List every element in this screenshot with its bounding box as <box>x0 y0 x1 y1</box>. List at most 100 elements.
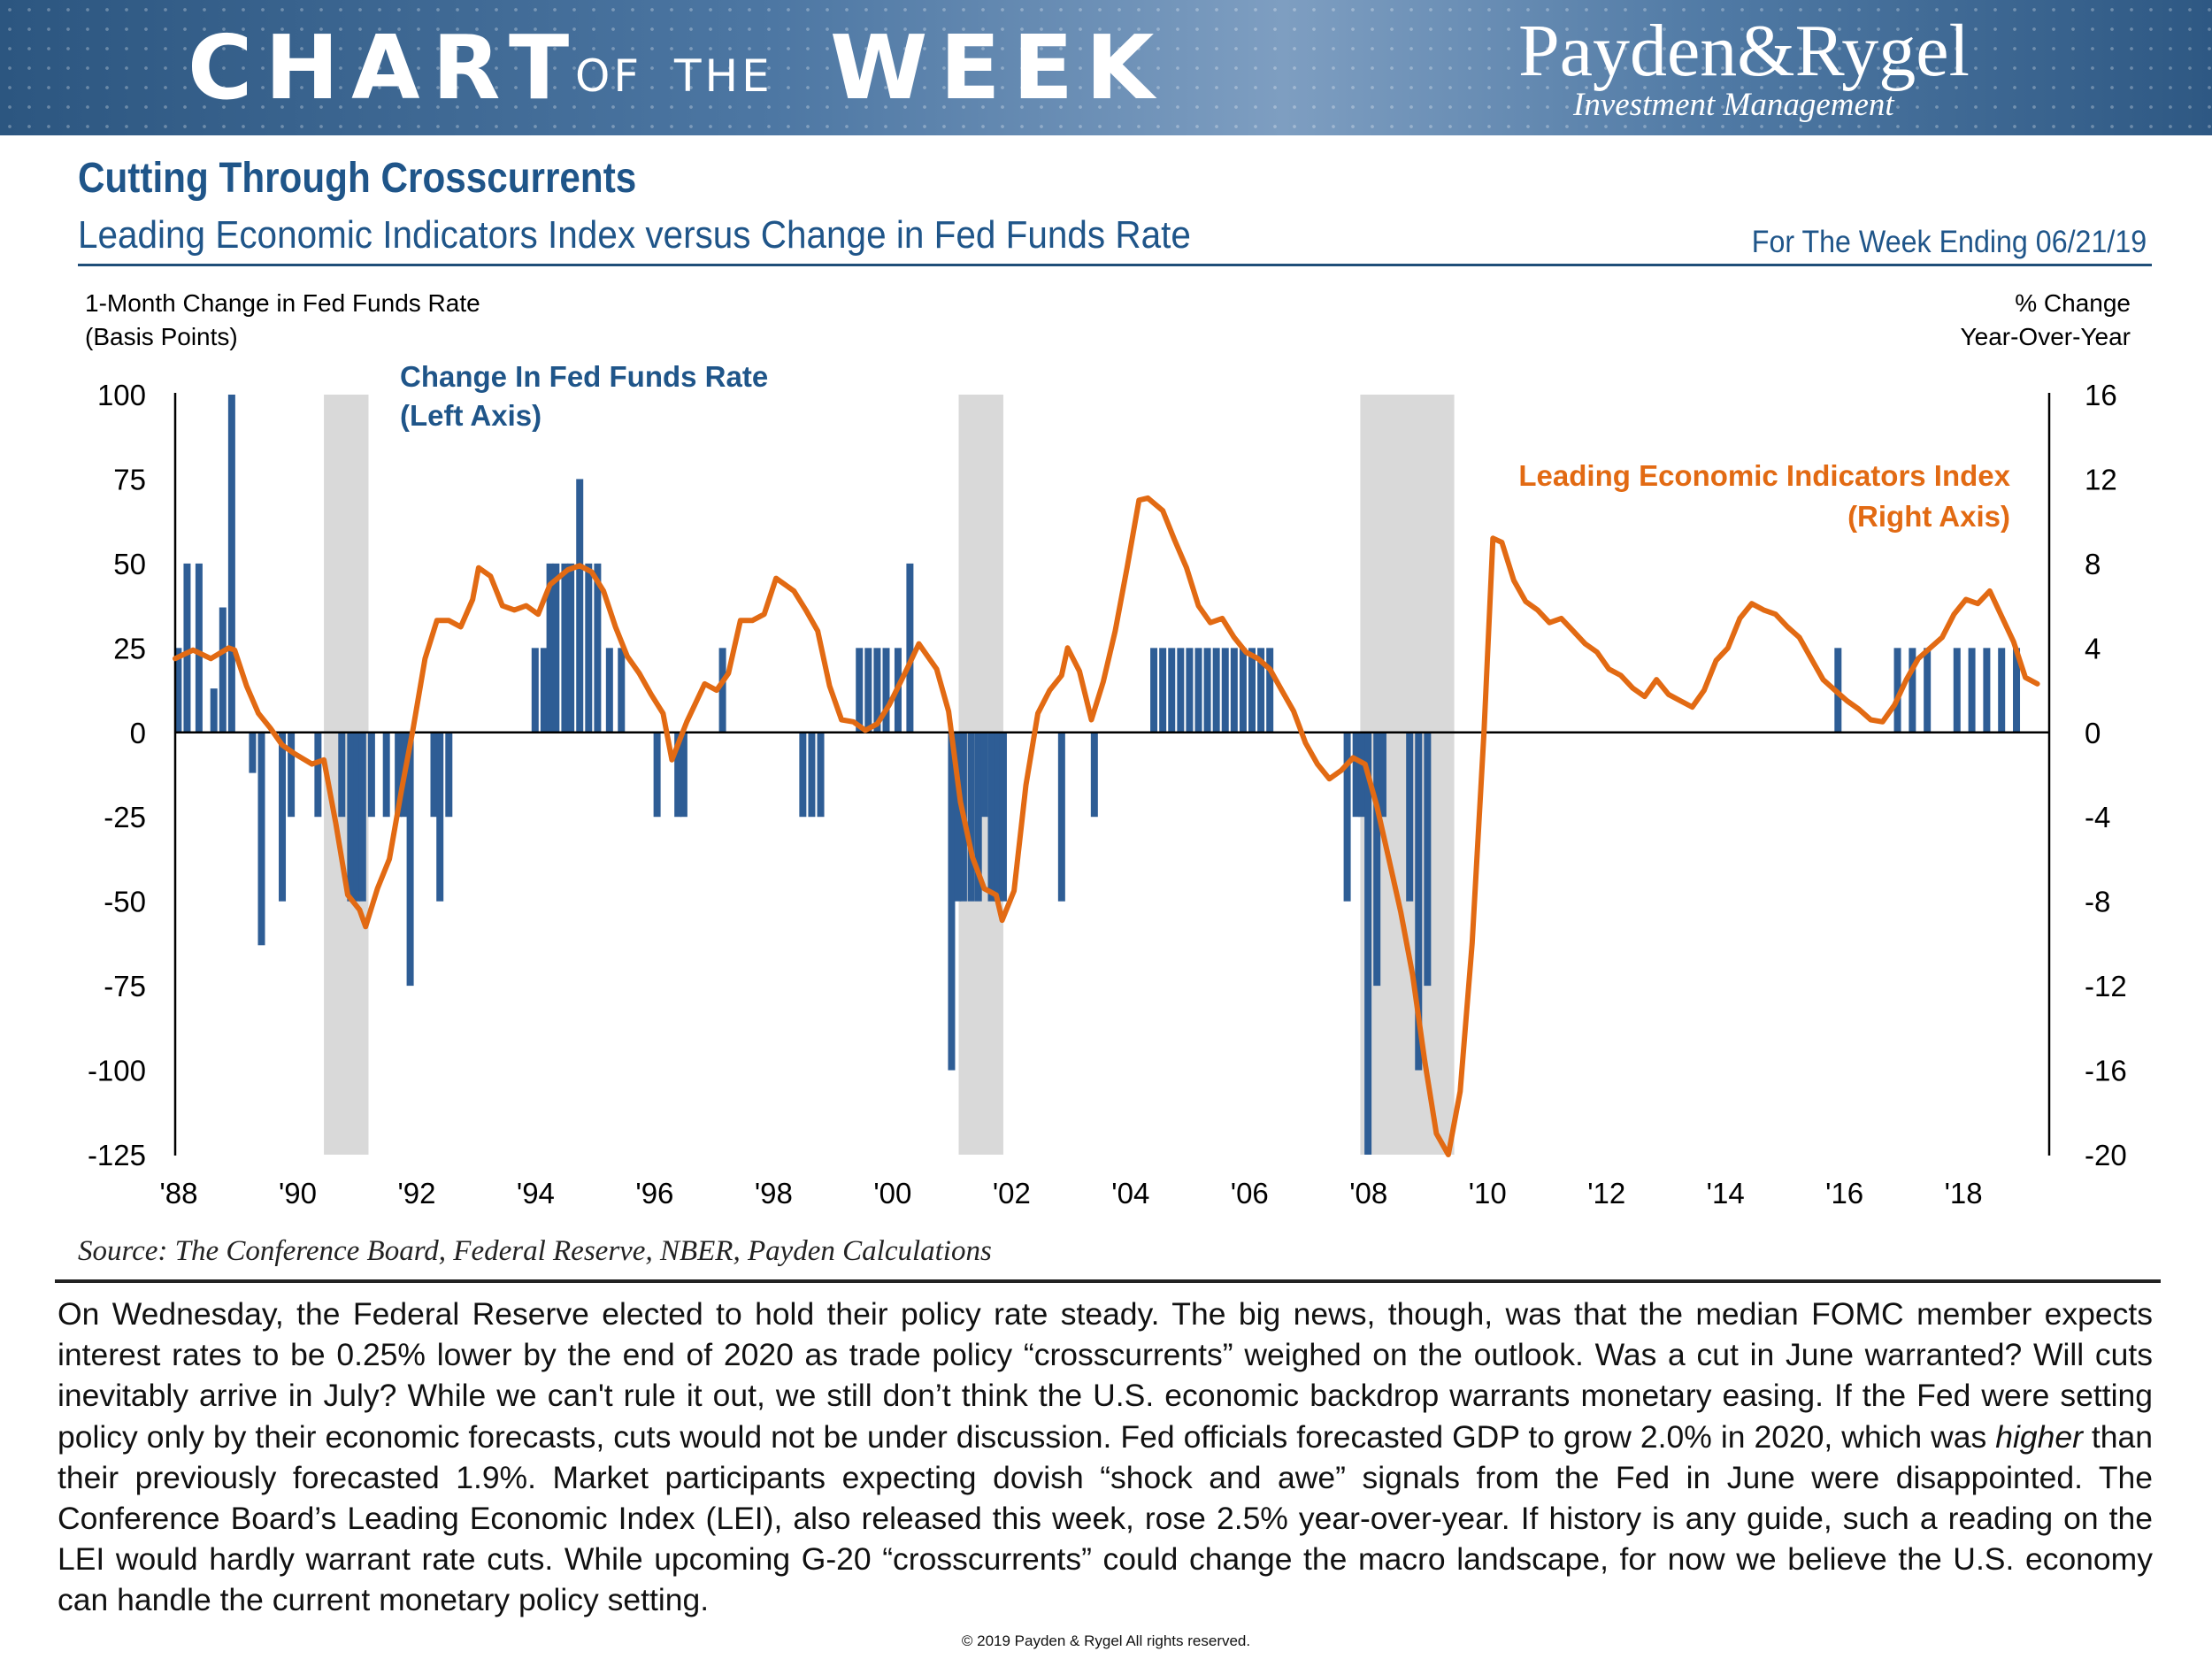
x-tick-label: '14 <box>1707 1177 1745 1210</box>
fed-funds-bar <box>347 732 355 902</box>
page-subtitle: Leading Economic Indicators Index versus… <box>78 213 1191 257</box>
recession-shading <box>324 395 1455 1155</box>
right-tick-label: 4 <box>2085 632 2101 664</box>
left-tick-label: -50 <box>104 886 146 918</box>
fed-funds-bar <box>2013 648 2021 733</box>
fed-funds-bar <box>808 732 816 818</box>
fed-funds-bar <box>1221 648 1229 733</box>
left-tick-label: 50 <box>113 548 146 580</box>
fed-funds-bar <box>1998 648 2006 733</box>
right-tick-label: 12 <box>2085 463 2117 495</box>
right-tick-label: -4 <box>2085 801 2110 833</box>
fed-funds-bar <box>288 732 296 818</box>
fed-funds-bar <box>1159 648 1167 733</box>
fed-funds-bar <box>1924 648 1932 733</box>
x-tick-label: '16 <box>1825 1177 1863 1210</box>
commentary-part-2: than their previously forecasted 1.9%. M… <box>58 1418 2153 1618</box>
fed-funds-bar <box>873 648 881 733</box>
fed-funds-bar <box>1343 732 1351 902</box>
fed-funds-bar <box>210 688 218 733</box>
fed-funds-bar <box>338 732 346 818</box>
fed-funds-bar <box>1186 648 1194 733</box>
fed-funds-bar <box>585 563 593 733</box>
fed-funds-bar <box>1057 732 1065 902</box>
fed-funds-bar <box>1352 732 1360 818</box>
fed-funds-bar <box>1968 648 1976 733</box>
right-tick-label: 8 <box>2085 548 2101 580</box>
fed-funds-bar <box>219 607 227 733</box>
commentary-part-1: On Wednesday, the Federal Reserve electe… <box>58 1296 2153 1455</box>
fed-funds-bar <box>906 563 914 733</box>
fed-funds-bar <box>561 563 569 733</box>
x-tick-label: '08 <box>1349 1177 1387 1210</box>
fed-funds-bar <box>1406 732 1414 902</box>
fed-funds-bar <box>974 732 982 902</box>
right-tick-label: -8 <box>2085 886 2110 918</box>
fed-funds-bar <box>882 648 890 733</box>
fed-funds-bar <box>987 732 995 902</box>
fed-funds-bar <box>999 732 1007 902</box>
fed-funds-bar <box>436 732 444 902</box>
left-tick-label: -100 <box>88 1055 146 1087</box>
fed-funds-bar <box>618 648 626 733</box>
fed-funds-bar <box>948 732 956 1071</box>
page-title: Cutting Through Crosscurrents <box>78 155 637 202</box>
fed-funds-bar <box>546 563 554 733</box>
fed-funds-bar <box>1953 648 1961 733</box>
chart-of-the-week-banner: CHART OF THE WEEK Payden&Rygel Investmen… <box>0 0 2212 135</box>
left-axis-ticks: 100 75 50 25 0 -25 -50 -75 -100 -125 <box>88 379 146 1171</box>
left-axis-title-line2: (Basis Points) <box>85 323 238 350</box>
fed-funds-bar <box>445 732 453 818</box>
fed-funds-bar <box>605 648 613 733</box>
fed-funds-bar <box>1358 732 1366 818</box>
x-tick-label: '96 <box>635 1177 673 1210</box>
fed-funds-bar <box>1909 648 1916 733</box>
lei-legend-line1: Leading Economic Indicators Index <box>1518 459 2010 492</box>
x-tick-label: '90 <box>279 1177 317 1210</box>
fed-funds-legend-line1: Change In Fed Funds Rate <box>400 360 768 393</box>
title-divider <box>78 264 2152 266</box>
fed-funds-bar <box>1150 648 1158 733</box>
body-divider <box>55 1279 2161 1283</box>
fed-funds-bar <box>1168 648 1176 733</box>
right-tick-label: 16 <box>2085 379 2117 411</box>
lei-legend-line2: (Right Axis) <box>1847 500 2010 533</box>
fed-funds-bar <box>980 732 988 818</box>
x-tick-label: '06 <box>1231 1177 1269 1210</box>
x-tick-label: '10 <box>1469 1177 1507 1210</box>
left-tick-label: 0 <box>130 717 146 749</box>
fed-funds-bar <box>967 732 975 902</box>
left-tick-label: 25 <box>113 632 146 664</box>
fed-funds-bar <box>718 648 726 733</box>
fed-funds-bar <box>1373 732 1381 987</box>
fed-funds-bar <box>552 563 560 733</box>
fed-funds-bar <box>1415 732 1423 1071</box>
right-tick-label: -16 <box>2085 1055 2127 1087</box>
x-tick-label: '98 <box>755 1177 793 1210</box>
fed-funds-bar <box>1203 648 1211 733</box>
left-tick-label: -125 <box>88 1139 146 1171</box>
left-tick-label: 75 <box>113 463 146 495</box>
fed-funds-bar <box>1364 732 1372 1155</box>
fed-funds-bar <box>358 732 366 902</box>
fed-funds-bar <box>1230 648 1238 733</box>
x-tick-label: '18 <box>1945 1177 1983 1210</box>
fed-funds-legend-line2: (Left Axis) <box>400 399 541 432</box>
fed-funds-bar <box>367 732 375 818</box>
commentary-paragraph: On Wednesday, the Federal Reserve electe… <box>58 1294 2153 1621</box>
banner-word-of: OF <box>575 50 643 102</box>
x-axis-ticks: '88 '90 '92 '94 '96 '98 '00 '02 '04 '06 '08 '10 '12 '… <box>159 1177 1982 1210</box>
x-tick-label: '00 <box>873 1177 911 1210</box>
right-axis-title-line1: % Change <box>2015 289 2131 317</box>
fed-funds-bar <box>183 563 191 733</box>
right-tick-label: -20 <box>2085 1139 2127 1171</box>
right-tick-label: -12 <box>2085 970 2127 1002</box>
fed-funds-bar <box>1983 648 1991 733</box>
fed-funds-bar <box>1177 648 1185 733</box>
banner-word-chart: CHART <box>188 16 582 119</box>
left-tick-label: 100 <box>97 379 146 411</box>
left-tick-label: -25 <box>104 801 146 833</box>
left-axis-title-line1: 1-Month Change in Fed Funds Rate <box>85 289 480 317</box>
fed-funds-bar <box>653 732 661 818</box>
x-tick-label: '88 <box>159 1177 197 1210</box>
